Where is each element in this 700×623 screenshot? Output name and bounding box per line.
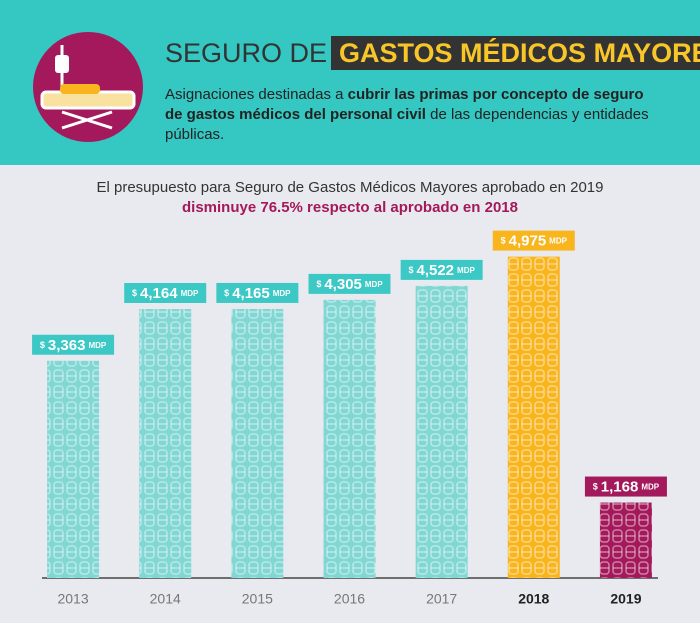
title-highlight: GASTOS MÉDICOS MAYORES [331, 36, 700, 70]
value-label: $4,305 MDP [316, 276, 383, 293]
value: 4,522 [416, 262, 454, 279]
unit: MDP [273, 289, 291, 298]
unit: MDP [549, 237, 567, 246]
bar-pattern [323, 299, 376, 578]
x-tick-label: 2017 [426, 591, 457, 607]
x-tick-label: 2015 [242, 591, 273, 607]
chart-title: El presupuesto para Seguro de Gastos Méd… [97, 179, 604, 196]
bar-pattern [415, 285, 468, 578]
currency: $ [40, 340, 45, 350]
value: 4,164 [140, 285, 178, 302]
unit: MDP [457, 266, 475, 275]
desc-text: Asignaciones destinadas a [165, 86, 348, 103]
unit: MDP [365, 280, 383, 289]
unit: MDP [88, 341, 106, 350]
value: 4,165 [232, 285, 270, 302]
value: 4,975 [509, 233, 547, 250]
bar-pattern [47, 360, 100, 578]
chart-subtitle: disminuye 76.5% respecto al aprobado en … [182, 199, 518, 216]
bar-pattern [231, 308, 284, 578]
unit: MDP [181, 289, 199, 298]
title: SEGURO DE GASTOS MÉDICOS MAYORES [165, 36, 700, 70]
value-label: $4,165 MDP [224, 285, 291, 302]
currency: $ [224, 288, 229, 298]
bar-pattern [139, 309, 192, 578]
x-tick-label: 2018 [518, 591, 549, 607]
unit: MDP [641, 483, 659, 492]
bar-pattern [507, 256, 560, 578]
title-text: SEGURO DE [165, 38, 328, 68]
header: SEGURO DE GASTOS MÉDICOS MAYORES Asignaci… [0, 0, 700, 165]
currency: $ [132, 288, 137, 298]
value-label-bg [308, 273, 391, 294]
description: Asignaciones destinadas a cubrir las pri… [165, 85, 665, 145]
value-label-bg [400, 259, 483, 280]
x-tick-label: 2014 [150, 591, 181, 607]
value-label-bg [492, 230, 575, 251]
value-label-bg [124, 283, 207, 304]
bar-pattern [599, 502, 652, 578]
x-tick-label: 2016 [334, 591, 365, 607]
value-label-bg [216, 282, 299, 303]
value: 1,168 [601, 479, 639, 496]
value-label: $4,975 MDP [501, 233, 568, 250]
value-label: $4,164 MDP [132, 285, 199, 302]
value-label: $1,168 MDP [593, 479, 660, 496]
currency: $ [501, 236, 506, 246]
desc-text: de las dependencias y entidades públicas… [165, 106, 649, 143]
value: 4,305 [324, 276, 362, 293]
value-label-bg [584, 476, 667, 497]
value-label: $3,363 MDP [40, 337, 107, 354]
icon [33, 32, 143, 142]
x-tick-label: 2013 [57, 591, 88, 607]
currency: $ [316, 279, 321, 289]
currency: $ [408, 265, 413, 275]
value-label-bg [32, 334, 115, 355]
value: 3,363 [48, 337, 86, 354]
value-label: $4,522 MDP [408, 262, 475, 279]
x-tick-label: 2019 [610, 591, 641, 607]
desc-bold: cubrir las primas por concepto de seguro… [165, 86, 644, 123]
currency: $ [593, 482, 598, 492]
